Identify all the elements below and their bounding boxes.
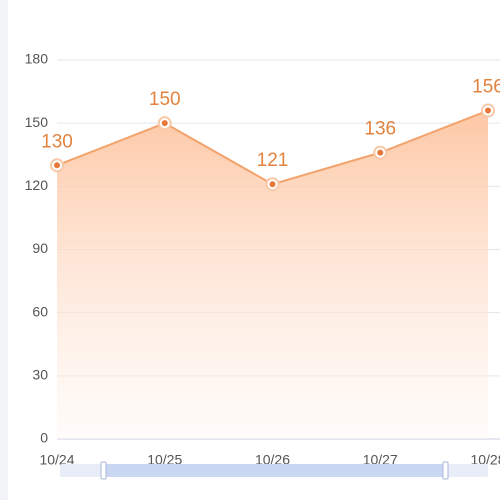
value-label: 121 <box>257 150 289 171</box>
point-dot <box>54 162 60 169</box>
value-label: 130 <box>41 131 73 152</box>
side-panel <box>0 0 8 500</box>
point-dot <box>485 107 491 114</box>
data-zoom[interactable] <box>60 461 488 480</box>
area <box>57 110 488 440</box>
y-tick-label: 120 <box>25 177 49 193</box>
y-tick-label: 150 <box>25 114 49 130</box>
point-dot <box>269 181 276 188</box>
x-tick-label: 10/28 <box>470 452 500 468</box>
value-label: 150 <box>149 89 181 110</box>
zoom-handle[interactable] <box>442 461 449 480</box>
value-label: 136 <box>364 119 396 140</box>
y-tick-label: 60 <box>32 303 48 319</box>
y-tick-label: 30 <box>32 367 48 383</box>
zoom-handle[interactable] <box>100 461 107 480</box>
y-tick-label: 0 <box>40 430 48 446</box>
y-tick-label: 180 <box>25 51 49 67</box>
zoom-selection[interactable] <box>104 464 446 477</box>
value-label: 156 <box>472 77 500 98</box>
x-tick-label: 10/25 <box>147 452 182 468</box>
x-tick-label: 10/26 <box>255 452 290 468</box>
x-tick-label: 10/24 <box>39 452 74 468</box>
point-dot <box>161 120 168 127</box>
x-tick-label: 10/27 <box>363 452 398 468</box>
point-dot <box>377 149 384 156</box>
y-tick-label: 90 <box>32 240 48 256</box>
